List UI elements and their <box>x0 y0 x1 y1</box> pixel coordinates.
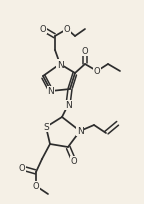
Text: O: O <box>94 67 100 76</box>
Text: N: N <box>77 127 83 136</box>
Text: O: O <box>33 182 39 191</box>
Text: O: O <box>64 25 70 34</box>
Text: O: O <box>40 25 46 34</box>
Text: O: O <box>19 164 25 173</box>
Text: O: O <box>71 157 77 166</box>
Text: S: S <box>43 123 49 132</box>
Text: N: N <box>48 87 54 96</box>
Text: N: N <box>65 101 71 110</box>
Text: N: N <box>57 60 63 69</box>
Text: O: O <box>82 47 88 56</box>
